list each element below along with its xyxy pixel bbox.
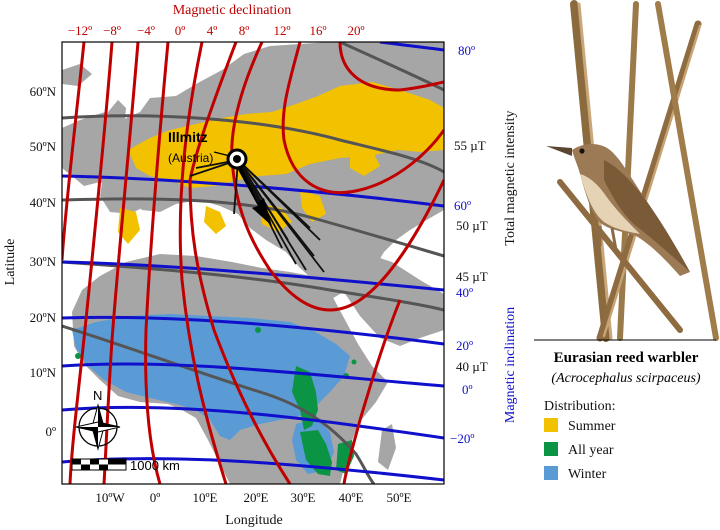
all-year-range bbox=[75, 327, 357, 476]
intensity-tick-labels: 55 µT 50 µT 45 µT 40 µT bbox=[454, 138, 488, 374]
latitude-tick: 10ºN bbox=[30, 365, 57, 380]
intensity-axis-title: Total magnetic intensity bbox=[503, 110, 518, 245]
longitude-tick: 0º bbox=[150, 490, 161, 505]
longitude-tick: 10ºE bbox=[193, 490, 218, 505]
declination-tick: −12º bbox=[68, 23, 92, 38]
inclination-tick: 20º bbox=[456, 338, 473, 353]
inclination-isolines bbox=[62, 42, 444, 482]
bird-eye bbox=[579, 148, 585, 154]
latitude-tick: 60ºN bbox=[30, 84, 57, 99]
madagascar-land bbox=[378, 424, 396, 470]
longitude-tick: 40ºE bbox=[339, 490, 364, 505]
summer-range bbox=[118, 82, 444, 244]
legend-swatch-all-year bbox=[544, 442, 558, 456]
bird-wing bbox=[604, 160, 690, 272]
species-common-name: Eurasian reed warbler bbox=[554, 350, 699, 366]
declination-tick: 4º bbox=[207, 23, 218, 38]
intensity-isolines bbox=[62, 42, 444, 484]
capture-site-dot bbox=[233, 155, 241, 163]
longitude-tick: 10ºW bbox=[95, 490, 125, 505]
declination-tick: −8º bbox=[103, 23, 121, 38]
britain-land bbox=[104, 100, 126, 142]
declination-isolines bbox=[62, 42, 444, 484]
latitude-axis-title: Latitude bbox=[3, 239, 18, 286]
declination-tick: 0º bbox=[175, 23, 186, 38]
latitude-tick: 20ºN bbox=[30, 310, 57, 325]
northern-island-land bbox=[62, 64, 92, 86]
declination-tick: 20º bbox=[347, 23, 364, 38]
latitude-tick: 0º bbox=[45, 424, 56, 439]
inclination-tick: 60º bbox=[454, 198, 471, 213]
legend-swatch-winter bbox=[544, 466, 558, 480]
inclination-axis-title: Magnetic inclination bbox=[503, 307, 518, 423]
legend-title: Distribution: bbox=[544, 399, 616, 414]
intensity-tick: 55 µT bbox=[454, 138, 486, 153]
declination-tick: 16º bbox=[309, 23, 326, 38]
map-content: Illmitz (Austria) N 1 bbox=[62, 42, 444, 484]
bird-beak bbox=[546, 146, 572, 156]
longitude-tick: 30ºE bbox=[291, 490, 316, 505]
bird-belly bbox=[580, 174, 640, 234]
intensity-tick: 50 µT bbox=[456, 218, 488, 233]
intensity-tick: 40 µT bbox=[456, 359, 488, 374]
species-scientific-name: (Acrocephalus scirpaceus) bbox=[551, 371, 700, 386]
site-country-label: (Austria) bbox=[168, 151, 213, 165]
latitude-tick-labels: 60ºN 50ºN 40ºN 30ºN 20ºN 10ºN 0º bbox=[30, 84, 57, 439]
latitude-tick: 40ºN bbox=[30, 195, 57, 210]
longitude-tick-labels: 10ºW 0º 10ºE 20ºE 30ºE 40ºE 50ºE bbox=[95, 490, 411, 505]
inclination-tick: 0º bbox=[462, 382, 473, 397]
distribution-legend: Distribution: Summer All year Winter bbox=[544, 399, 616, 482]
legend-label-summer: Summer bbox=[568, 419, 616, 434]
reed-warbler-illustration bbox=[546, 0, 719, 342]
inclination-tick: 40º bbox=[456, 285, 473, 300]
latitude-tick: 30ºN bbox=[30, 254, 57, 269]
declination-tick: 12º bbox=[273, 23, 290, 38]
longitude-tick: 20ºE bbox=[244, 490, 269, 505]
legend-label-winter: Winter bbox=[568, 467, 607, 482]
mean-direction-arrow bbox=[236, 164, 272, 226]
legend-swatch-summer bbox=[544, 418, 558, 432]
north-arrow bbox=[75, 403, 121, 451]
longitude-tick: 50ºE bbox=[387, 490, 412, 505]
declination-tick-labels: −12º −8º −4º 0º 4º 8º 12º 16º 20º bbox=[68, 23, 365, 38]
bird-legs bbox=[598, 226, 618, 251]
legend-label-all-year: All year bbox=[568, 443, 614, 458]
intensity-tick: 45 µT bbox=[456, 269, 488, 284]
site-label-leader bbox=[213, 151, 231, 157]
declination-axis-title: Magnetic declination bbox=[173, 3, 292, 18]
inclination-tick: −20º bbox=[450, 431, 474, 446]
latitude-tick: 50ºN bbox=[30, 139, 57, 154]
map-panel: Illmitz (Austria) N 1 bbox=[61, 41, 445, 485]
inclination-tick: 80º bbox=[458, 43, 475, 58]
declination-tick: 8º bbox=[239, 23, 250, 38]
site-name-label: Illmitz bbox=[168, 129, 208, 145]
declination-tick: −4º bbox=[137, 23, 155, 38]
map-frame bbox=[61, 41, 445, 485]
scale-bar-label: 1000 km bbox=[130, 458, 180, 473]
longitude-axis-title: Longitude bbox=[225, 513, 283, 528]
compass-north-label: N bbox=[93, 388, 102, 403]
scale-bar bbox=[71, 458, 127, 471]
inclination-tick-labels: 80º 60º 40º 20º 0º −20º bbox=[450, 43, 475, 446]
